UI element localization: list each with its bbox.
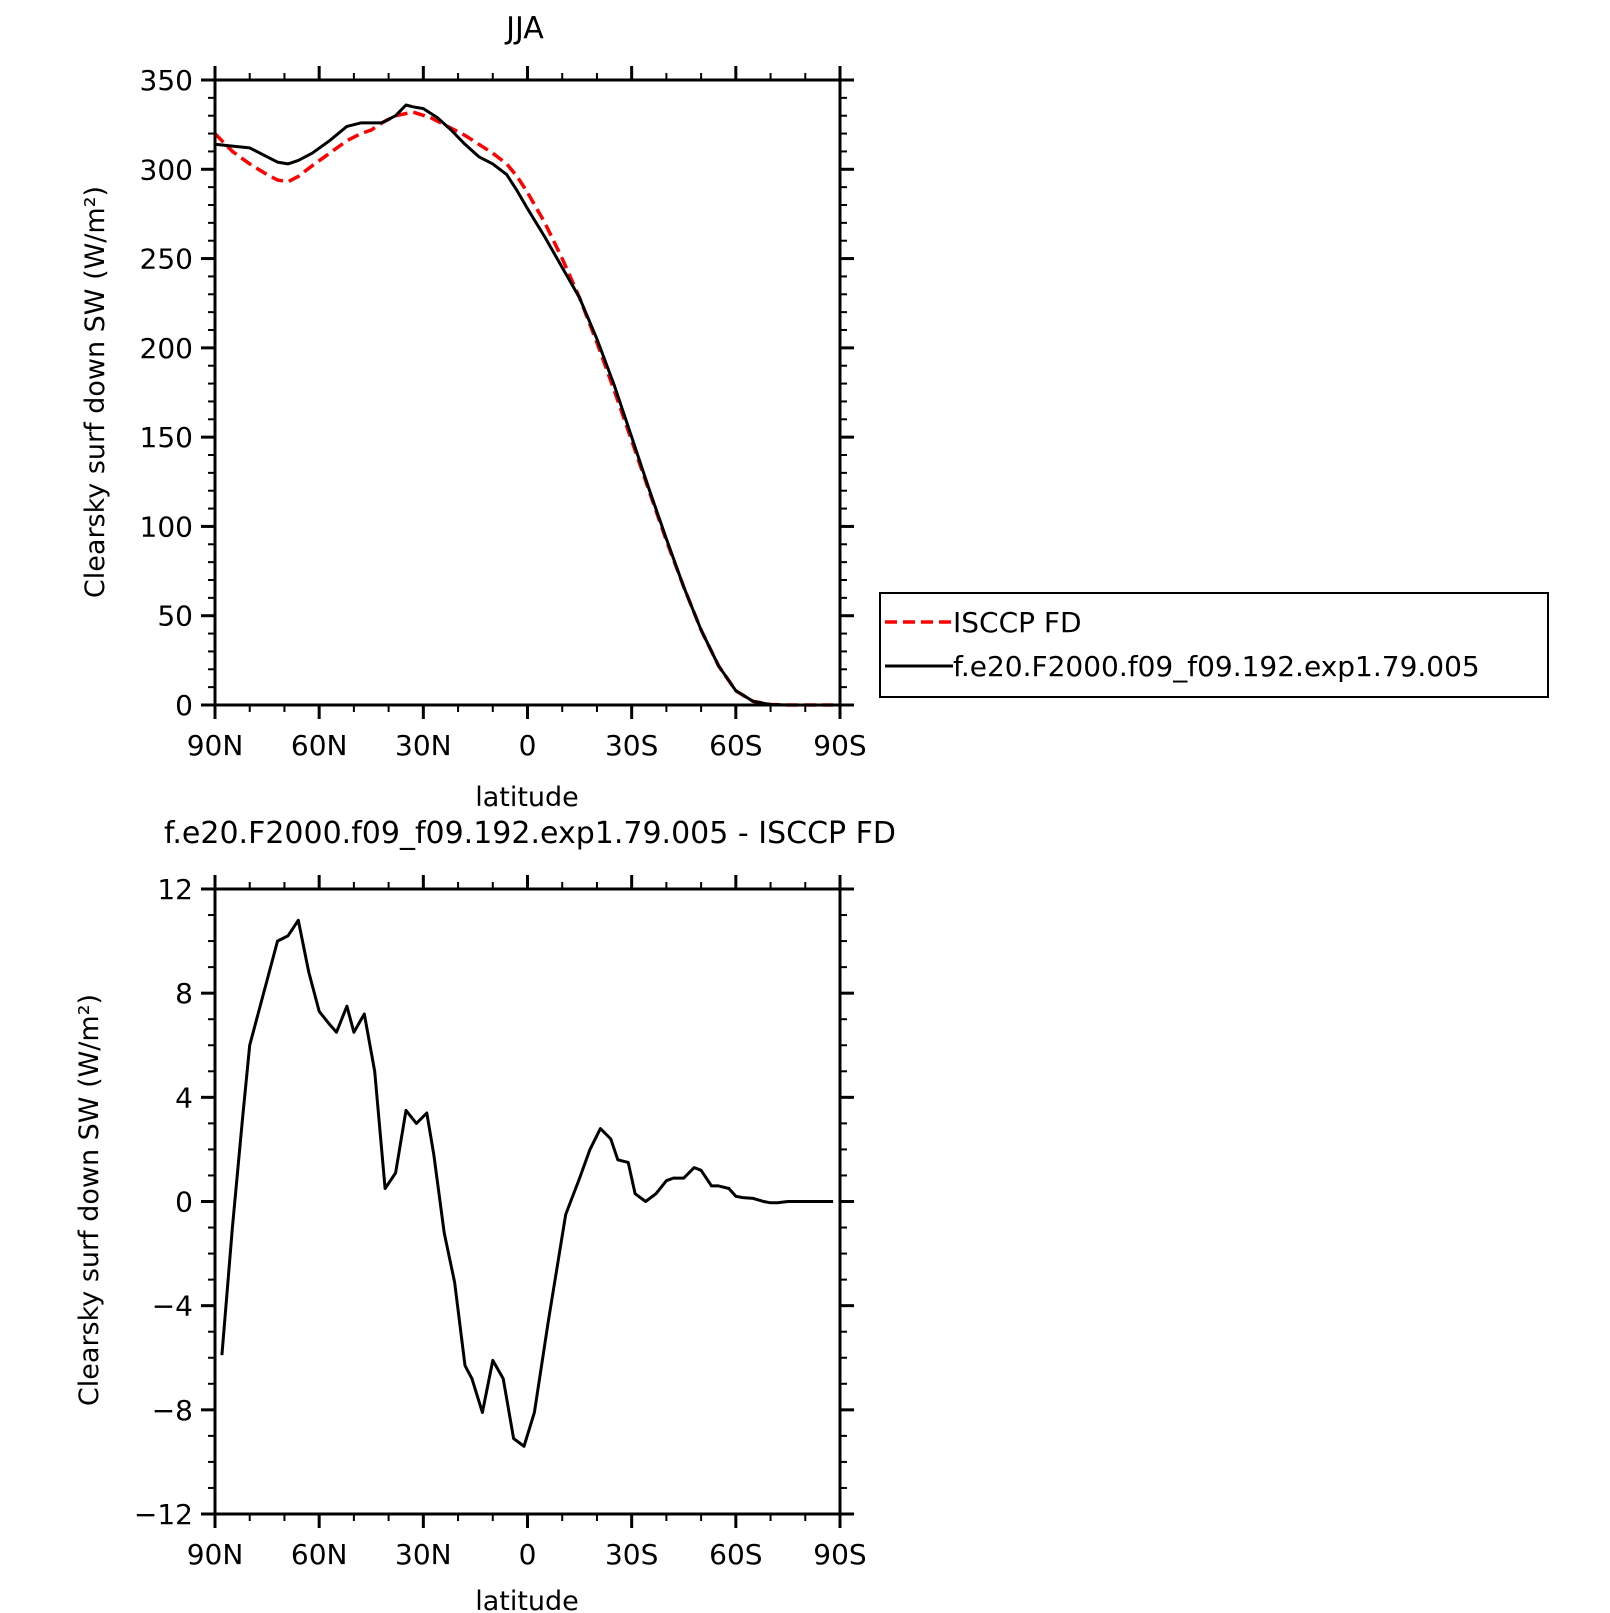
top-x-tick-label: 90S [813,729,866,762]
bottom-series-line-0 [220,918,834,1448]
legend: ISCCP FD f.e20.F2000.f09_f09.192.exp1.79… [879,592,1549,698]
top-y-tick-label: 50 [157,600,193,633]
top-series-layer [213,103,834,707]
bottom-panel: f.e20.F2000.f09_f09.192.exp1.79.005 - IS… [74,816,896,1613]
legend-label-model: f.e20.F2000.f09_f09.192.exp1.79.005 [953,650,1480,683]
top-panel: JJA 0 50 100 150 200 250 300 350 90N 60N 30N 0 30S 60… [80,11,867,813]
top-y-tick-label: 250 [140,243,193,276]
bottom-y-tick-label: 4 [175,1081,193,1114]
top-ticks-layer: 0 50 100 150 200 250 300 350 90N 60N 30N 0 30S 60S 90S [140,64,867,762]
top-x-tick-label: 60N [291,729,348,762]
bottom-plot-frame [213,887,842,1516]
top-y-tick-label: 350 [140,64,193,97]
bottom-x-tick-label: 60S [709,1538,762,1571]
bottom-y-tick-label: −4 [152,1290,193,1323]
top-series-line-1 [214,103,834,707]
bottom-y-tick-label: 0 [175,1186,193,1219]
bottom-x-tick-label: 90S [813,1538,866,1571]
legend-label-isccp: ISCCP FD [953,606,1082,639]
bottom-y-tick-label: −8 [152,1394,193,1427]
top-x-tick-label: 30N [395,729,452,762]
bottom-x-tick-label: 30N [395,1538,452,1571]
bottom-y-tick-label: −12 [134,1498,193,1531]
top-y-tick-label: 0 [175,689,193,722]
bottom-x-tick-label: 60N [291,1538,348,1571]
top-x-tick-label: 0 [519,729,537,762]
bottom-y-tick-label: 12 [157,873,193,906]
top-y-tick-label: 100 [140,510,193,543]
top-y-tick-label: 150 [140,421,193,454]
top-title: JJA [504,11,544,46]
bottom-x-tick-label: 90N [187,1538,244,1571]
bottom-y-tick-label: 8 [175,977,193,1010]
bottom-title: f.e20.F2000.f09_f09.192.exp1.79.005 - IS… [164,816,896,851]
bottom-ticks-layer: −12 −8 −4 0 4 8 12 90N 60N 30N 0 30S 60S 90S [134,873,867,1571]
bottom-y-axis-label: Clearsky surf down SW (W/m²) [74,994,105,1406]
top-y-tick-label: 300 [140,153,193,186]
top-plot-frame [213,78,842,707]
top-y-tick-label: 200 [140,332,193,365]
top-x-tick-label: 30S [605,729,658,762]
top-x-tick-label: 60S [709,729,762,762]
legend-box [879,592,1549,698]
bottom-x-tick-label: 0 [519,1538,537,1571]
top-series-line-0 [213,110,834,707]
top-x-tick-label: 90N [187,729,244,762]
bottom-x-tick-label: 30S [605,1538,658,1571]
bottom-x-axis-label: latitude [475,1586,579,1613]
top-x-axis-label: latitude [475,782,579,813]
bottom-series-layer [220,918,834,1448]
top-y-axis-label: Clearsky surf down SW (W/m²) [80,186,111,598]
